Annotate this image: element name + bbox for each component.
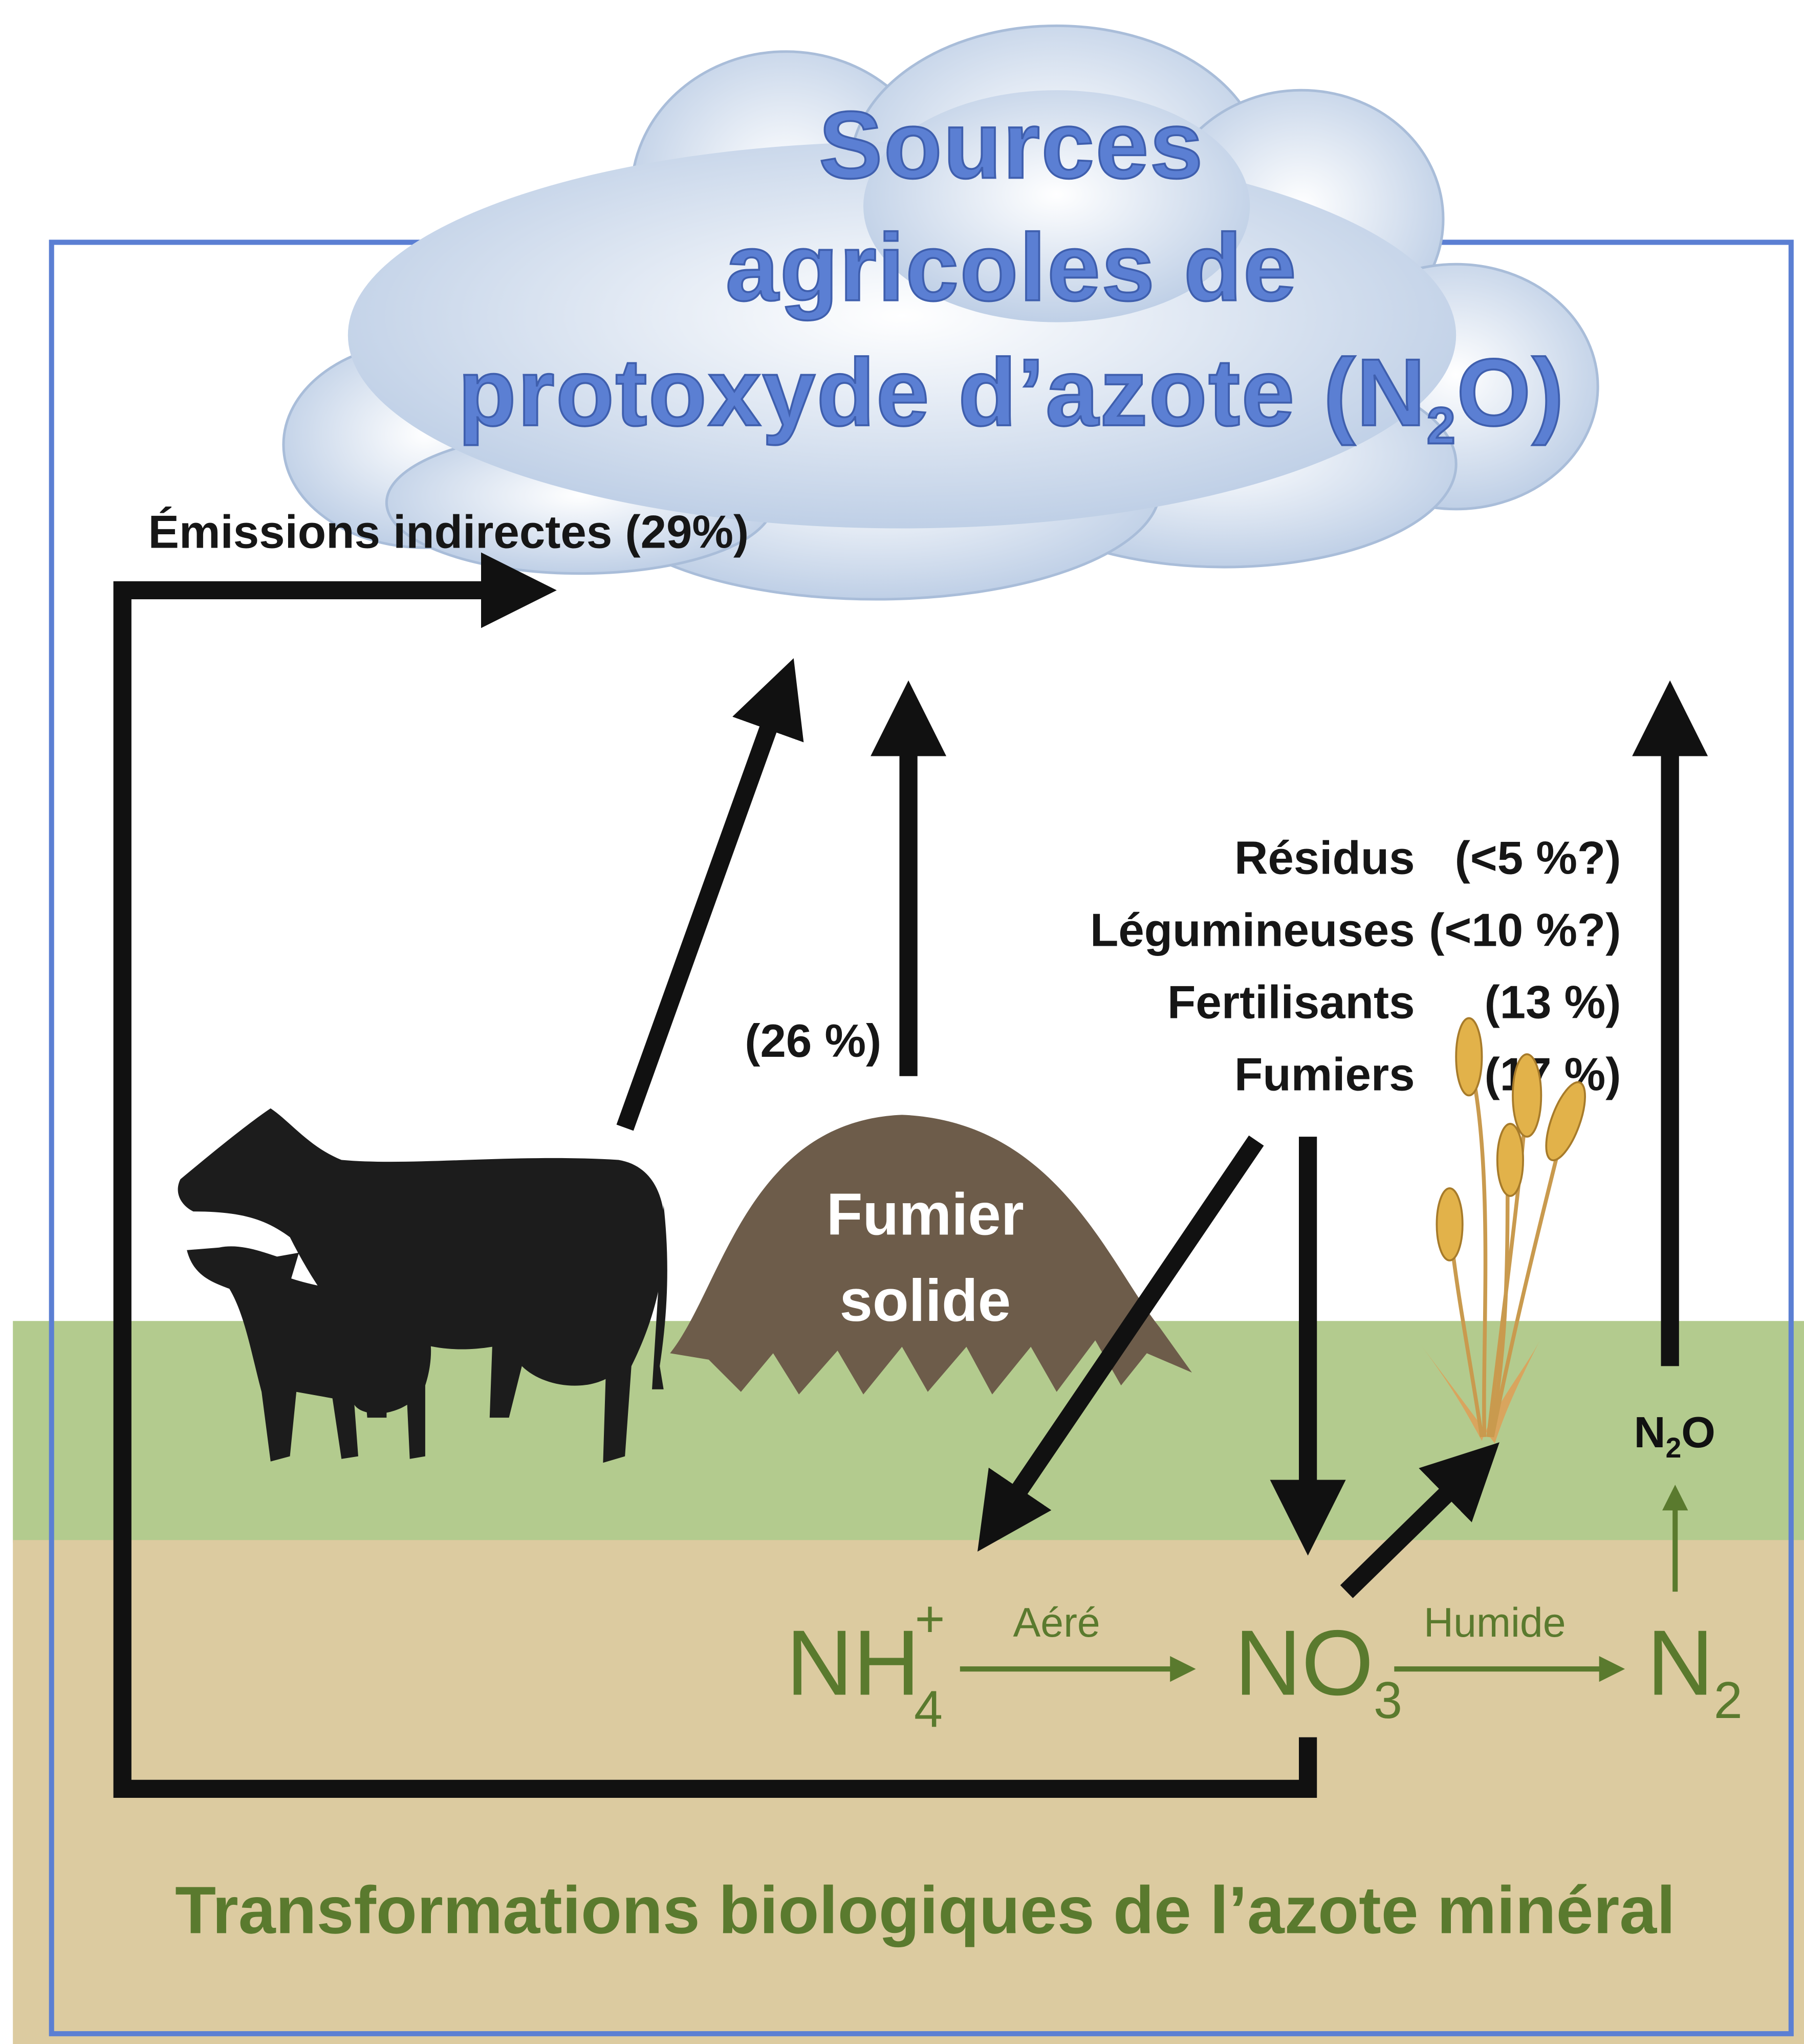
- title-subscript: 2: [1427, 397, 1457, 454]
- source-share: (<10 %?): [1429, 904, 1621, 956]
- manure-share: (26 %): [745, 1015, 881, 1067]
- title-text: protoxyde d’azote (N: [458, 339, 1427, 446]
- label-text: Fumiers: [1234, 1049, 1415, 1100]
- title-text: O): [1457, 339, 1565, 446]
- manure-label: Fumier: [827, 1181, 1024, 1248]
- label-text: Légumineuses: [1090, 904, 1415, 956]
- source-list: Résidus (<5 %?) Légumineuses (<10 %?) Fe…: [1090, 832, 1621, 1100]
- chem-subscript: 2: [1714, 1672, 1743, 1729]
- title: agricoles de: [726, 214, 1298, 321]
- chem-text: NO: [1234, 1612, 1374, 1715]
- title-line: Sources: [819, 92, 1204, 199]
- source-label: Fertilisants: [1167, 976, 1415, 1028]
- process-label: Aéré: [1013, 1600, 1100, 1646]
- source-share: (<5 %?): [1455, 832, 1621, 884]
- label-text: (13 %): [1485, 976, 1621, 1028]
- label-text: Fertilisants: [1167, 976, 1415, 1028]
- process-label: Humide: [1424, 1600, 1566, 1646]
- diagram: Sources agricoles de protoxyde d’azote (…: [0, 0, 1804, 2044]
- label-text: (<5 %?): [1455, 832, 1621, 884]
- source-share: (13 %): [1485, 976, 1621, 1028]
- chem-superscript: +: [915, 1591, 945, 1648]
- chem-subscript: 4: [914, 1681, 943, 1738]
- label-text: Aéré: [1013, 1600, 1100, 1646]
- title: protoxyde d’azote (N2O): [458, 339, 1565, 454]
- chem-text: N: [1647, 1612, 1714, 1715]
- label-text: Humide: [1424, 1600, 1566, 1646]
- title: Sources: [819, 92, 1204, 199]
- chem-text: O: [1681, 1408, 1715, 1457]
- label-text: Résidus: [1234, 832, 1415, 884]
- chem-subscript: 3: [1374, 1672, 1402, 1729]
- chem-text: NH: [786, 1612, 920, 1715]
- source-share: (17 %): [1485, 1049, 1621, 1100]
- chem-text: N: [1634, 1408, 1666, 1457]
- source-label: Légumineuses: [1090, 904, 1415, 956]
- chem-subscript: 2: [1665, 1432, 1681, 1464]
- label-text: (<10 %?): [1429, 904, 1621, 956]
- label-text: solide: [839, 1267, 1011, 1334]
- label-text: Fumier: [827, 1181, 1024, 1248]
- page: Sources agricoles de protoxyde d’azote (…: [0, 0, 1804, 2044]
- source-label: Résidus: [1234, 832, 1415, 884]
- emissions-label: Émissions indirectes (29%): [148, 506, 749, 558]
- footer: Transformations biologiques de l’azote m…: [175, 1872, 1676, 1947]
- label-text: (26 %): [745, 1015, 881, 1067]
- label-text: Émissions indirectes (29%): [148, 506, 749, 558]
- source-label: Fumiers: [1234, 1049, 1415, 1100]
- label-text: (17 %): [1485, 1049, 1621, 1100]
- manure-label: solide: [839, 1267, 1011, 1334]
- footer-text: Transformations biologiques de l’azote m…: [175, 1872, 1676, 1947]
- title-line: agricoles de: [726, 214, 1298, 321]
